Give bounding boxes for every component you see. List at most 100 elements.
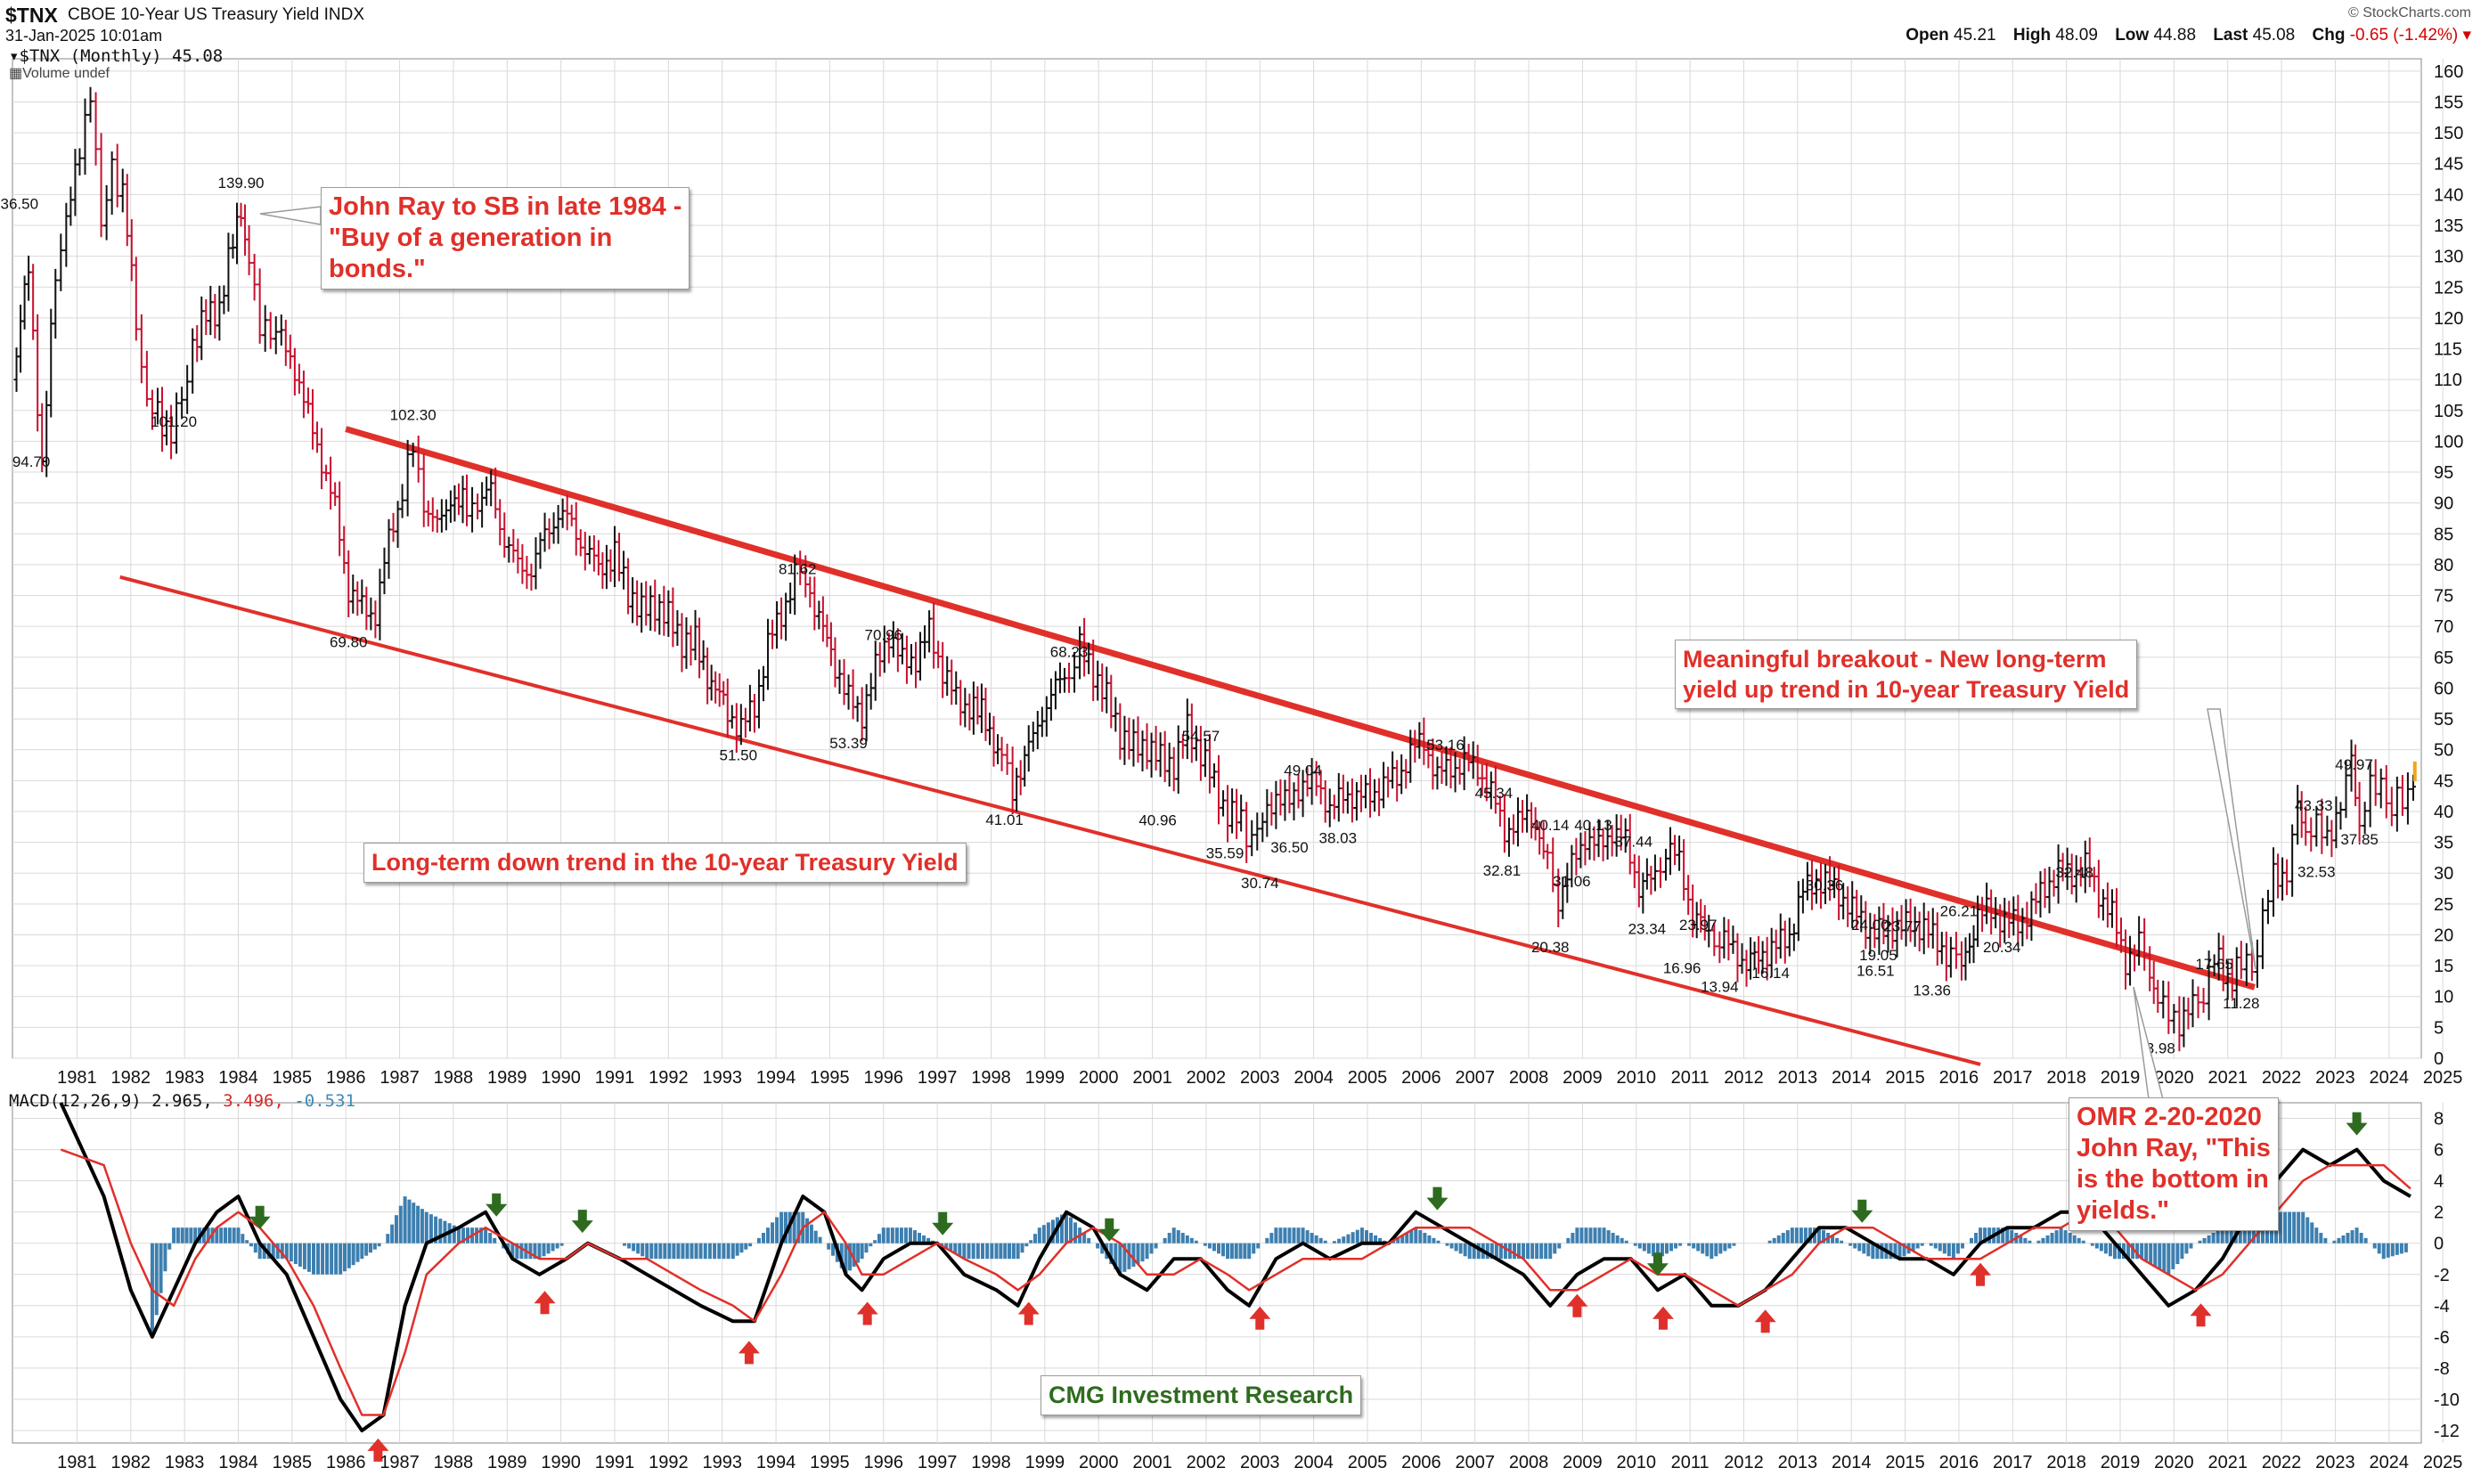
price-x-tick-label: 1988: [434, 1068, 474, 1088]
macd-histogram-bar: [707, 1243, 712, 1260]
macd-histogram-bar: [844, 1243, 848, 1275]
macd-histogram-bar: [1449, 1243, 1454, 1249]
macd-histogram-bar: [1902, 1243, 1906, 1257]
macd-histogram-bar: [1718, 1243, 1723, 1254]
price-x-tick-label: 2014: [1832, 1068, 1872, 1088]
price-data-label: 30.74: [1241, 875, 1279, 892]
price-y-tick-label: 60: [2434, 679, 2453, 698]
macd-histogram-bar: [1817, 1227, 1821, 1243]
macd-histogram-bar: [456, 1227, 461, 1243]
price-data-label: 20.34: [1983, 939, 2021, 956]
macd-histogram-bar: [2077, 1237, 2081, 1243]
macd-histogram-bar: [466, 1227, 470, 1243]
ticker-symbol[interactable]: $TNX: [5, 4, 58, 27]
price-y-tick-label: 50: [2434, 741, 2453, 761]
macd-histogram-bar: [1848, 1243, 1853, 1246]
macd-histogram-bar: [1247, 1243, 1252, 1260]
price-data-label: 17.65: [2195, 956, 2233, 973]
macd-histogram-bar: [1050, 1219, 1055, 1243]
sell-arrow-icon: [1426, 1186, 1449, 1211]
macd-histogram-bar: [343, 1243, 347, 1272]
price-data-label: 37.85: [2340, 831, 2379, 848]
macd-histogram-bar: [926, 1237, 931, 1243]
price-legend[interactable]: ▾$TNX (Monthly) 45.08: [9, 46, 223, 66]
macd-histogram-bar: [201, 1227, 206, 1243]
macd-x-tick-label: 2011: [1671, 1453, 1710, 1472]
price-data-label: 40.96: [1138, 811, 1177, 828]
macd-histogram-bar: [321, 1243, 325, 1275]
macd-x-tick-label: 1989: [487, 1453, 527, 1472]
trend-line-lower: [119, 575, 1981, 1066]
macd-histogram-bar: [2068, 1233, 2072, 1243]
macd-histogram-bar: [1584, 1227, 1588, 1243]
macd-histogram-bar: [809, 1224, 813, 1243]
macd-histogram-bar: [1911, 1243, 1915, 1252]
macd-histogram-bar: [1176, 1230, 1180, 1243]
macd-histogram-bar: [1678, 1243, 1683, 1246]
macd-x-tick-label: 1991: [595, 1453, 635, 1472]
macd-histogram-bar: [1575, 1227, 1579, 1243]
macd-histogram-bar: [713, 1243, 717, 1260]
macd-histogram-bar: [180, 1227, 184, 1243]
macd-histogram-bar: [1714, 1243, 1718, 1257]
macd-histogram-bar: [1163, 1237, 1167, 1243]
macd-histogram-bar: [726, 1243, 730, 1260]
macd-histogram-bar: [2224, 1225, 2229, 1243]
macd-histogram-bar: [860, 1243, 864, 1260]
macd-histogram-bar: [1597, 1227, 1602, 1243]
watermark[interactable]: © StockCharts.com: [2347, 5, 2471, 20]
macd-histogram-bar: [394, 1215, 398, 1243]
price-data-label: 26.21: [1940, 902, 1979, 919]
macd-histogram-bar: [1637, 1243, 1642, 1249]
price-data-label: 101.20: [151, 413, 197, 430]
macd-histogram-bar: [999, 1243, 1003, 1260]
macd-histogram-bar: [2045, 1235, 2050, 1243]
macd-histogram-bar: [2399, 1243, 2403, 1254]
buy-arrow-icon: [1249, 1306, 1271, 1330]
macd-legend[interactable]: MACD(12,26,9) 2.965, 3.496, -0.531: [9, 1091, 355, 1111]
macd-histogram-bar: [339, 1243, 343, 1275]
high-label: High: [2012, 26, 2052, 45]
price-data-label: 16.14: [1751, 965, 1790, 982]
price-x-tick-label: 2009: [1563, 1068, 1603, 1088]
macd-histogram-bar: [2319, 1233, 2323, 1243]
macd-histogram-bar: [2036, 1240, 2041, 1243]
macd-histogram-bar: [1278, 1227, 1283, 1243]
price-data-label: 3.98: [2146, 1040, 2175, 1056]
macd-histogram-bar: [1933, 1243, 1938, 1249]
macd-histogram-bar: [627, 1243, 632, 1249]
macd-histogram-bar: [1436, 1240, 1440, 1243]
macd-histogram-bar: [827, 1243, 831, 1250]
macd-histogram-bar: [312, 1243, 315, 1275]
macd-histogram-bar: [1167, 1233, 1171, 1243]
macd-histogram-bar: [2023, 1237, 2028, 1243]
macd-histogram-bar: [424, 1211, 428, 1243]
macd-histogram-bar: [792, 1211, 796, 1243]
macd-histogram-bar: [1664, 1243, 1669, 1254]
macd-histogram-bar: [284, 1243, 289, 1260]
macd-histogram-bar: [1579, 1227, 1584, 1243]
price-y-tick-label: 135: [2434, 216, 2463, 236]
buy-arrow-icon: [367, 1438, 389, 1462]
price-y-tick-label: 130: [2434, 248, 2463, 267]
macd-histogram-bar: [1794, 1227, 1799, 1243]
ohlc-readout: Open 45.21 High 48.09 Low 44.88 Last 45.…: [1893, 25, 2471, 45]
price-data-label: 23.77: [1883, 917, 1922, 934]
macd-histogram-bar: [756, 1237, 761, 1243]
macd-histogram-bar: [908, 1227, 912, 1243]
trend-lines: [119, 426, 2256, 1066]
macd-histogram-bar: [2395, 1243, 2399, 1255]
macd-histogram-bar: [1611, 1233, 1615, 1243]
macd-histogram-bar: [1252, 1243, 1256, 1254]
macd-histogram-bar: [940, 1243, 944, 1246]
price-x-tick-label: 2007: [1455, 1068, 1495, 1088]
macd-histogram-bar: [2332, 1240, 2337, 1243]
price-y-tick-label: 15: [2434, 957, 2453, 976]
macd-histogram-bar: [856, 1243, 861, 1263]
macd-histogram-bar: [1772, 1237, 1776, 1243]
price-x-tick-label: 2004: [1293, 1068, 1334, 1088]
macd-histogram-bar: [831, 1243, 836, 1256]
macd-histogram-bar: [1767, 1240, 1772, 1243]
macd-histogram-bar: [1243, 1243, 1247, 1260]
macd-histogram-bar: [546, 1243, 551, 1254]
